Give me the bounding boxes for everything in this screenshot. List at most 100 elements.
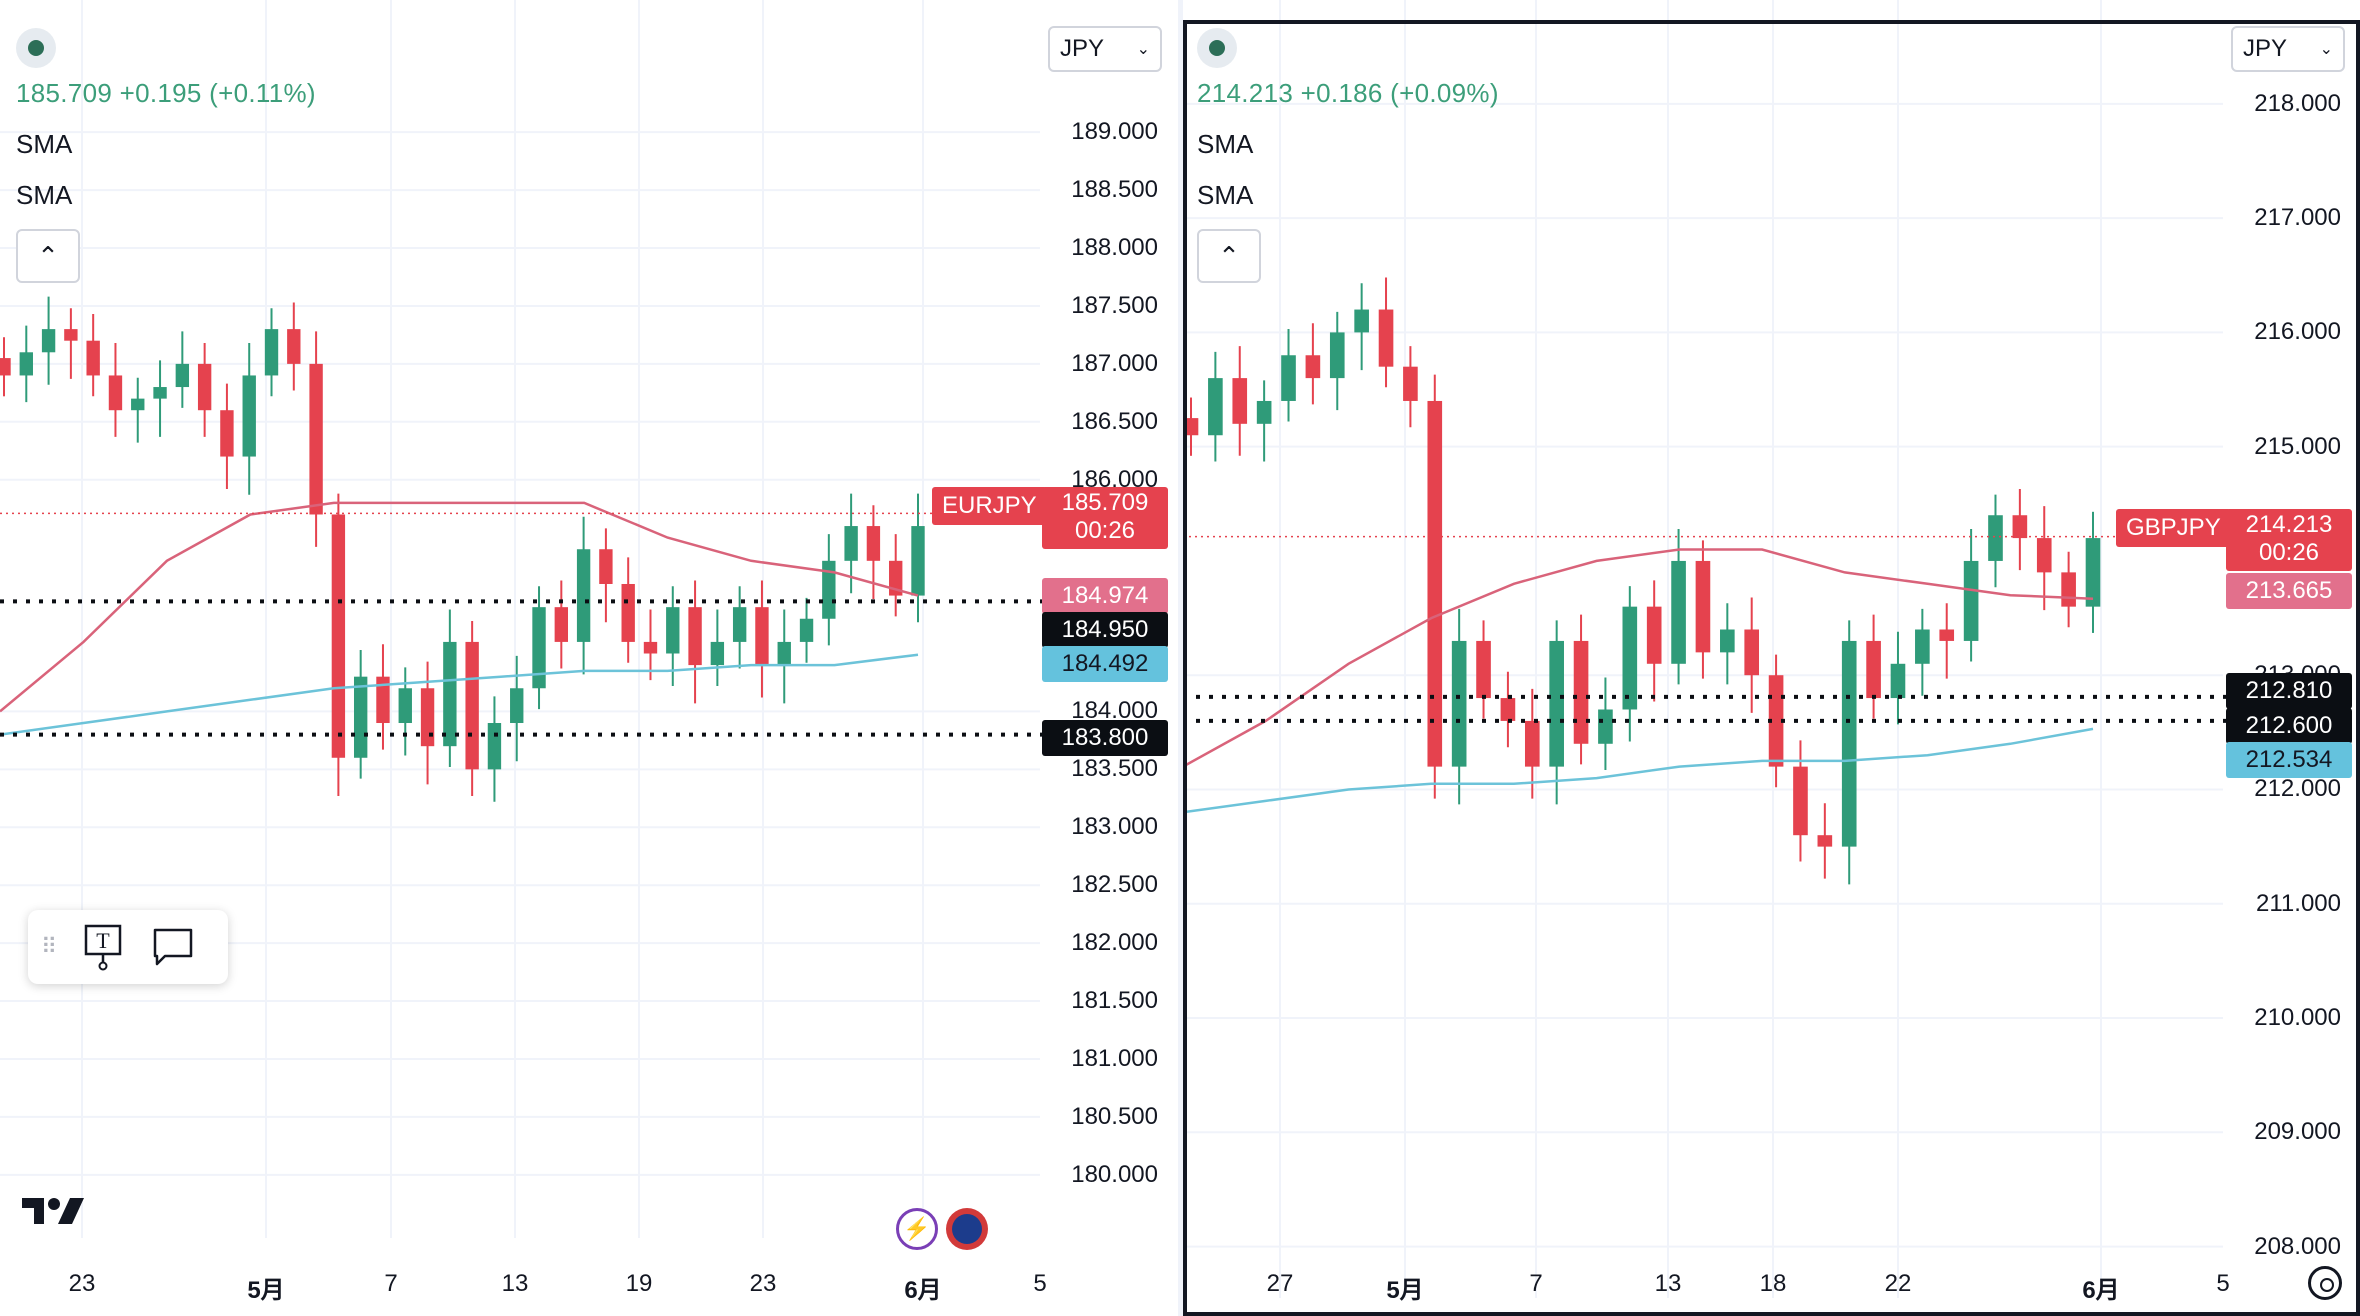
candle-body: [1549, 640, 1564, 767]
candle-body: [1208, 378, 1223, 436]
comment-tool-button[interactable]: [138, 926, 208, 968]
sma-fast-tag: 184.974: [1042, 578, 1168, 614]
candle-body: [1988, 515, 2003, 561]
price-axis-label: 182.000: [1071, 929, 1158, 957]
candle-body: [576, 549, 591, 642]
price-axis-label: 182.500: [1071, 871, 1158, 899]
legend: 214.213 +0.186 (+0.09%) SMA SMA ⌃: [1197, 28, 1499, 283]
time-axis-label: 5: [1033, 1270, 1047, 1297]
price-axis-label: 210.000: [2254, 1004, 2341, 1032]
candle-body: [1573, 640, 1589, 744]
candle-body: [844, 526, 858, 561]
currency-select[interactable]: JPY ⌄: [2231, 26, 2345, 72]
sma-slow-tag: 212.534: [2226, 742, 2352, 778]
candle-body: [264, 329, 279, 376]
chevron-up-icon: ⌃: [1218, 240, 1240, 271]
eurjpy-chart-pane[interactable]: 185.709 +0.195 (+0.11%) SMA SMA ⌃ JPY ⌄ …: [0, 0, 1178, 1316]
candle-body: [1841, 640, 1857, 847]
candle-body: [175, 363, 190, 388]
candle-body: [1232, 378, 1248, 424]
sma-line: [1183, 727, 2094, 814]
drag-handle-icon[interactable]: ⠿: [40, 934, 57, 959]
price-axis-label: 189.000: [1071, 118, 1158, 146]
candle-body: [86, 340, 100, 376]
candle-body: [398, 688, 412, 724]
price-axis-label: 218.000: [2254, 89, 2341, 117]
sma-indicator-label[interactable]: SMA: [16, 129, 73, 159]
sma-slow-tag: 184.492: [1042, 646, 1168, 682]
candle-body: [2036, 538, 2052, 573]
candle-body: [911, 526, 925, 596]
lightning-icon[interactable]: ⚡: [896, 1208, 938, 1250]
price-axis-label: 183.500: [1071, 755, 1158, 783]
time-axis-label: 6月: [2082, 1277, 2120, 1304]
text-tool-icon: T: [84, 924, 122, 971]
candle-body: [197, 363, 212, 411]
candle-body: [1646, 606, 1662, 664]
price-axis-label: 187.500: [1071, 291, 1158, 319]
currency-value: JPY: [2243, 35, 2288, 62]
candle-body: [643, 641, 658, 654]
candle-body: [1281, 355, 1296, 401]
sma-line: [0, 653, 919, 736]
collapse-legend-button[interactable]: ⌃: [16, 229, 80, 283]
symbol-tag: GBPJPY: [2116, 509, 2231, 547]
sma-indicator-label[interactable]: SMA: [16, 180, 73, 210]
hline-price-tag: 183.800: [1042, 720, 1168, 756]
gbpjpy-chart-pane[interactable]: 214.213 +0.186 (+0.09%) SMA SMA ⌃ JPY ⌄ …: [1183, 0, 2360, 1316]
price-axis-label: 208.000: [2254, 1232, 2341, 1260]
candle-body: [1329, 332, 1345, 379]
time-axis-label: 5: [2216, 1270, 2230, 1297]
candle-body: [131, 398, 145, 411]
candle-body: [755, 607, 769, 666]
candle-body: [1793, 766, 1808, 836]
time-axis-label: 19: [625, 1270, 653, 1297]
candle-body: [688, 607, 702, 666]
last-price-tag: 185.709 00:26: [1042, 487, 1168, 549]
market-status-icon: [16, 28, 56, 68]
candle-body: [1378, 309, 1394, 367]
candle-body: [41, 329, 56, 353]
time-axis-label: 22: [1884, 1270, 1912, 1297]
time-axis-label: 5月: [1386, 1277, 1424, 1304]
candle-body: [19, 352, 33, 376]
time-axis-label: 7: [1529, 1270, 1543, 1297]
candle-body: [777, 641, 791, 666]
price-axis-label: 188.500: [1071, 176, 1158, 204]
candle-body: [1963, 560, 1979, 641]
candle-body: [1305, 355, 1321, 379]
time-axis-label: 27: [1266, 1270, 1294, 1297]
candle-body: [1524, 720, 1540, 767]
time-axis-label: 18: [1759, 1270, 1787, 1297]
tradingview-logo[interactable]: [22, 1196, 86, 1231]
candle-body: [2061, 572, 2076, 607]
settings-icon[interactable]: [2308, 1266, 2342, 1300]
price-axis-label: 212.000: [2254, 775, 2341, 803]
text-tool-button[interactable]: T: [68, 923, 138, 971]
candle-body: [1768, 675, 1784, 767]
candle-body: [710, 641, 725, 666]
candle-body: [420, 688, 435, 747]
currency-select[interactable]: JPY ⌄: [1048, 26, 1162, 72]
time-axis-label: 23: [749, 1270, 777, 1297]
price-axis-label: 180.000: [1071, 1160, 1158, 1188]
gbpjpy-chart-canvas[interactable]: [1183, 0, 2360, 1316]
price-change-line: 214.213 +0.186 (+0.09%): [1197, 78, 1499, 108]
candle-body: [1890, 663, 1906, 699]
candle-body: [1939, 629, 1955, 641]
symbol-tag: EURJPY: [932, 487, 1047, 525]
candle-body: [889, 560, 903, 596]
sma-indicator-label[interactable]: SMA: [1197, 129, 1254, 159]
price-axis-label: 184.000: [1071, 697, 1158, 725]
pane-divider[interactable]: [1178, 0, 1183, 1316]
candle-body: [554, 607, 569, 642]
eu-flag-icon[interactable]: [946, 1208, 988, 1250]
last-price-value: 214.213: [2245, 511, 2333, 538]
candle-body: [1866, 640, 1881, 699]
hline-price-tag: 184.950: [1042, 612, 1168, 648]
candle-body: [799, 618, 814, 642]
candle-body: [1695, 560, 1711, 653]
sma-indicator-label[interactable]: SMA: [1197, 180, 1254, 210]
price-axis-label: 215.000: [2254, 432, 2341, 460]
collapse-legend-button[interactable]: ⌃: [1197, 229, 1261, 283]
